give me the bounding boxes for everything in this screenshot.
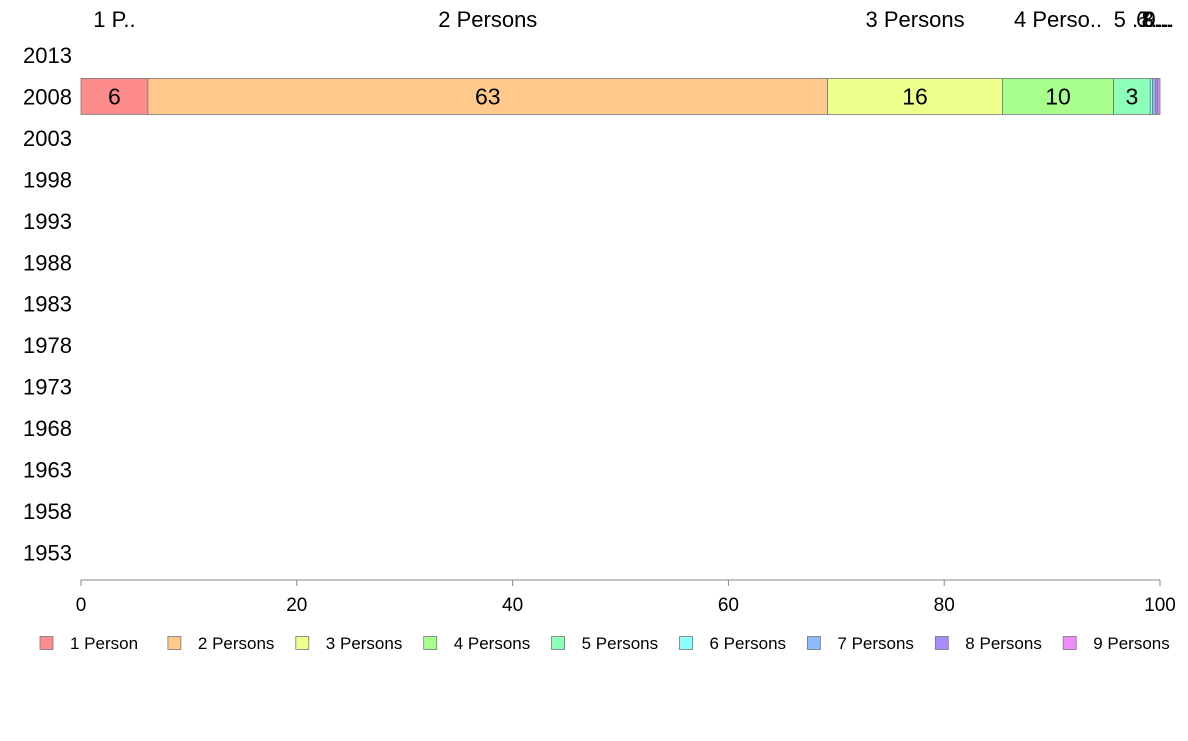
y-tick-label: 1993 bbox=[23, 209, 72, 234]
x-tick-label: 100 bbox=[1144, 595, 1176, 616]
legend-swatch bbox=[551, 636, 565, 650]
y-tick-label: 1958 bbox=[23, 499, 72, 524]
legend-item: 6 Persons bbox=[679, 634, 787, 653]
legend-label: 4 Persons bbox=[454, 634, 531, 653]
bar-data-label: 3 bbox=[1126, 83, 1139, 109]
bar-data-label: 63 bbox=[475, 83, 501, 109]
legend-item: 1 Person bbox=[39, 634, 138, 653]
legend-item: 9 Persons bbox=[1062, 634, 1170, 653]
bar-segment bbox=[1152, 78, 1157, 115]
legend-item: 4 Persons bbox=[423, 634, 531, 653]
legend-swatch bbox=[39, 636, 54, 650]
legend-swatch bbox=[1062, 636, 1077, 650]
legend-item: 5 Persons bbox=[551, 634, 659, 653]
x-tick-label: 60 bbox=[718, 595, 739, 616]
legend-label: 8 Persons bbox=[965, 634, 1042, 653]
legend-item: 2 Persons bbox=[167, 634, 275, 653]
series-top-label: 7... bbox=[1139, 7, 1170, 32]
legend-swatch bbox=[423, 636, 438, 650]
bar-segment bbox=[1113, 78, 1151, 115]
bar-data-label: 16 bbox=[902, 83, 928, 109]
legend-label: 5 Persons bbox=[582, 634, 659, 653]
bars bbox=[80, 78, 1161, 115]
y-axis-tick-labels: 2013 2008 2003 1998 1993 1988 1983 1978 1973 1968… bbox=[23, 43, 72, 565]
legend-swatch bbox=[934, 636, 949, 650]
bar-segment bbox=[80, 78, 149, 115]
x-tick-label: 80 bbox=[934, 595, 955, 616]
series-top-label: 1 P.. bbox=[93, 7, 135, 32]
legend-label: 7 Persons bbox=[837, 634, 914, 653]
legend: 1 Person 2 Persons 3 Persons 4 Persons 5 Per… bbox=[39, 634, 1170, 653]
y-tick-label: 1998 bbox=[23, 167, 72, 192]
y-tick-label: 1983 bbox=[23, 292, 72, 317]
bar-segment bbox=[827, 78, 1003, 115]
legend-swatch bbox=[807, 636, 821, 650]
bar-data-label: 6 bbox=[108, 83, 121, 109]
y-tick-label: 1978 bbox=[23, 333, 72, 358]
y-tick-label: 1963 bbox=[23, 458, 72, 483]
series-top-label: 2 Persons bbox=[438, 7, 537, 32]
legend-label: 1 Person bbox=[70, 634, 138, 653]
legend-item: 7 Persons bbox=[807, 634, 914, 653]
legend-label: 2 Persons bbox=[198, 634, 275, 653]
legend-item: 3 Persons bbox=[295, 634, 403, 653]
y-tick-label: 2003 bbox=[23, 126, 72, 151]
series-top-label: 8... bbox=[1141, 7, 1172, 32]
legend-label: 6 Persons bbox=[710, 634, 787, 653]
y-tick-label: 1968 bbox=[23, 416, 72, 441]
series-top-label: 6... bbox=[1136, 7, 1167, 32]
legend-swatch bbox=[679, 636, 693, 650]
series-top-label: 4 Perso.. bbox=[1014, 7, 1102, 32]
legend-label: 3 Persons bbox=[326, 634, 403, 653]
bar-segment bbox=[147, 78, 829, 115]
x-axis: 0 20 40 60 80 100 bbox=[76, 579, 1176, 616]
series-top-labels: 1 P.. 2 Persons 3 Persons 4 Perso.. 5 ...6..… bbox=[93, 7, 1174, 32]
y-tick-label: 1953 bbox=[23, 540, 72, 565]
x-tick-label: 0 bbox=[76, 595, 87, 616]
legend-item: 8 Persons bbox=[934, 634, 1042, 653]
x-tick-label: 40 bbox=[502, 595, 523, 616]
series-top-label: 3 Persons bbox=[866, 7, 965, 32]
legend-swatch bbox=[295, 636, 310, 650]
y-tick-label: 1973 bbox=[23, 375, 72, 400]
series-top-label: 9... bbox=[1144, 7, 1175, 32]
bar-segment bbox=[1157, 78, 1161, 115]
bar-segment bbox=[1002, 78, 1115, 115]
y-tick-label: 2008 bbox=[23, 84, 72, 109]
bar-data-labels: 6 63 16 10 3 bbox=[108, 83, 1138, 109]
y-tick-label: 2013 bbox=[23, 43, 72, 68]
bar-data-label: 10 bbox=[1045, 83, 1071, 109]
legend-label: 9 Persons bbox=[1093, 634, 1170, 653]
x-tick-label: 20 bbox=[286, 595, 307, 616]
legend-swatch bbox=[167, 636, 182, 650]
series-top-label: 5 ... bbox=[1114, 7, 1151, 32]
y-tick-label: 1988 bbox=[23, 250, 72, 275]
